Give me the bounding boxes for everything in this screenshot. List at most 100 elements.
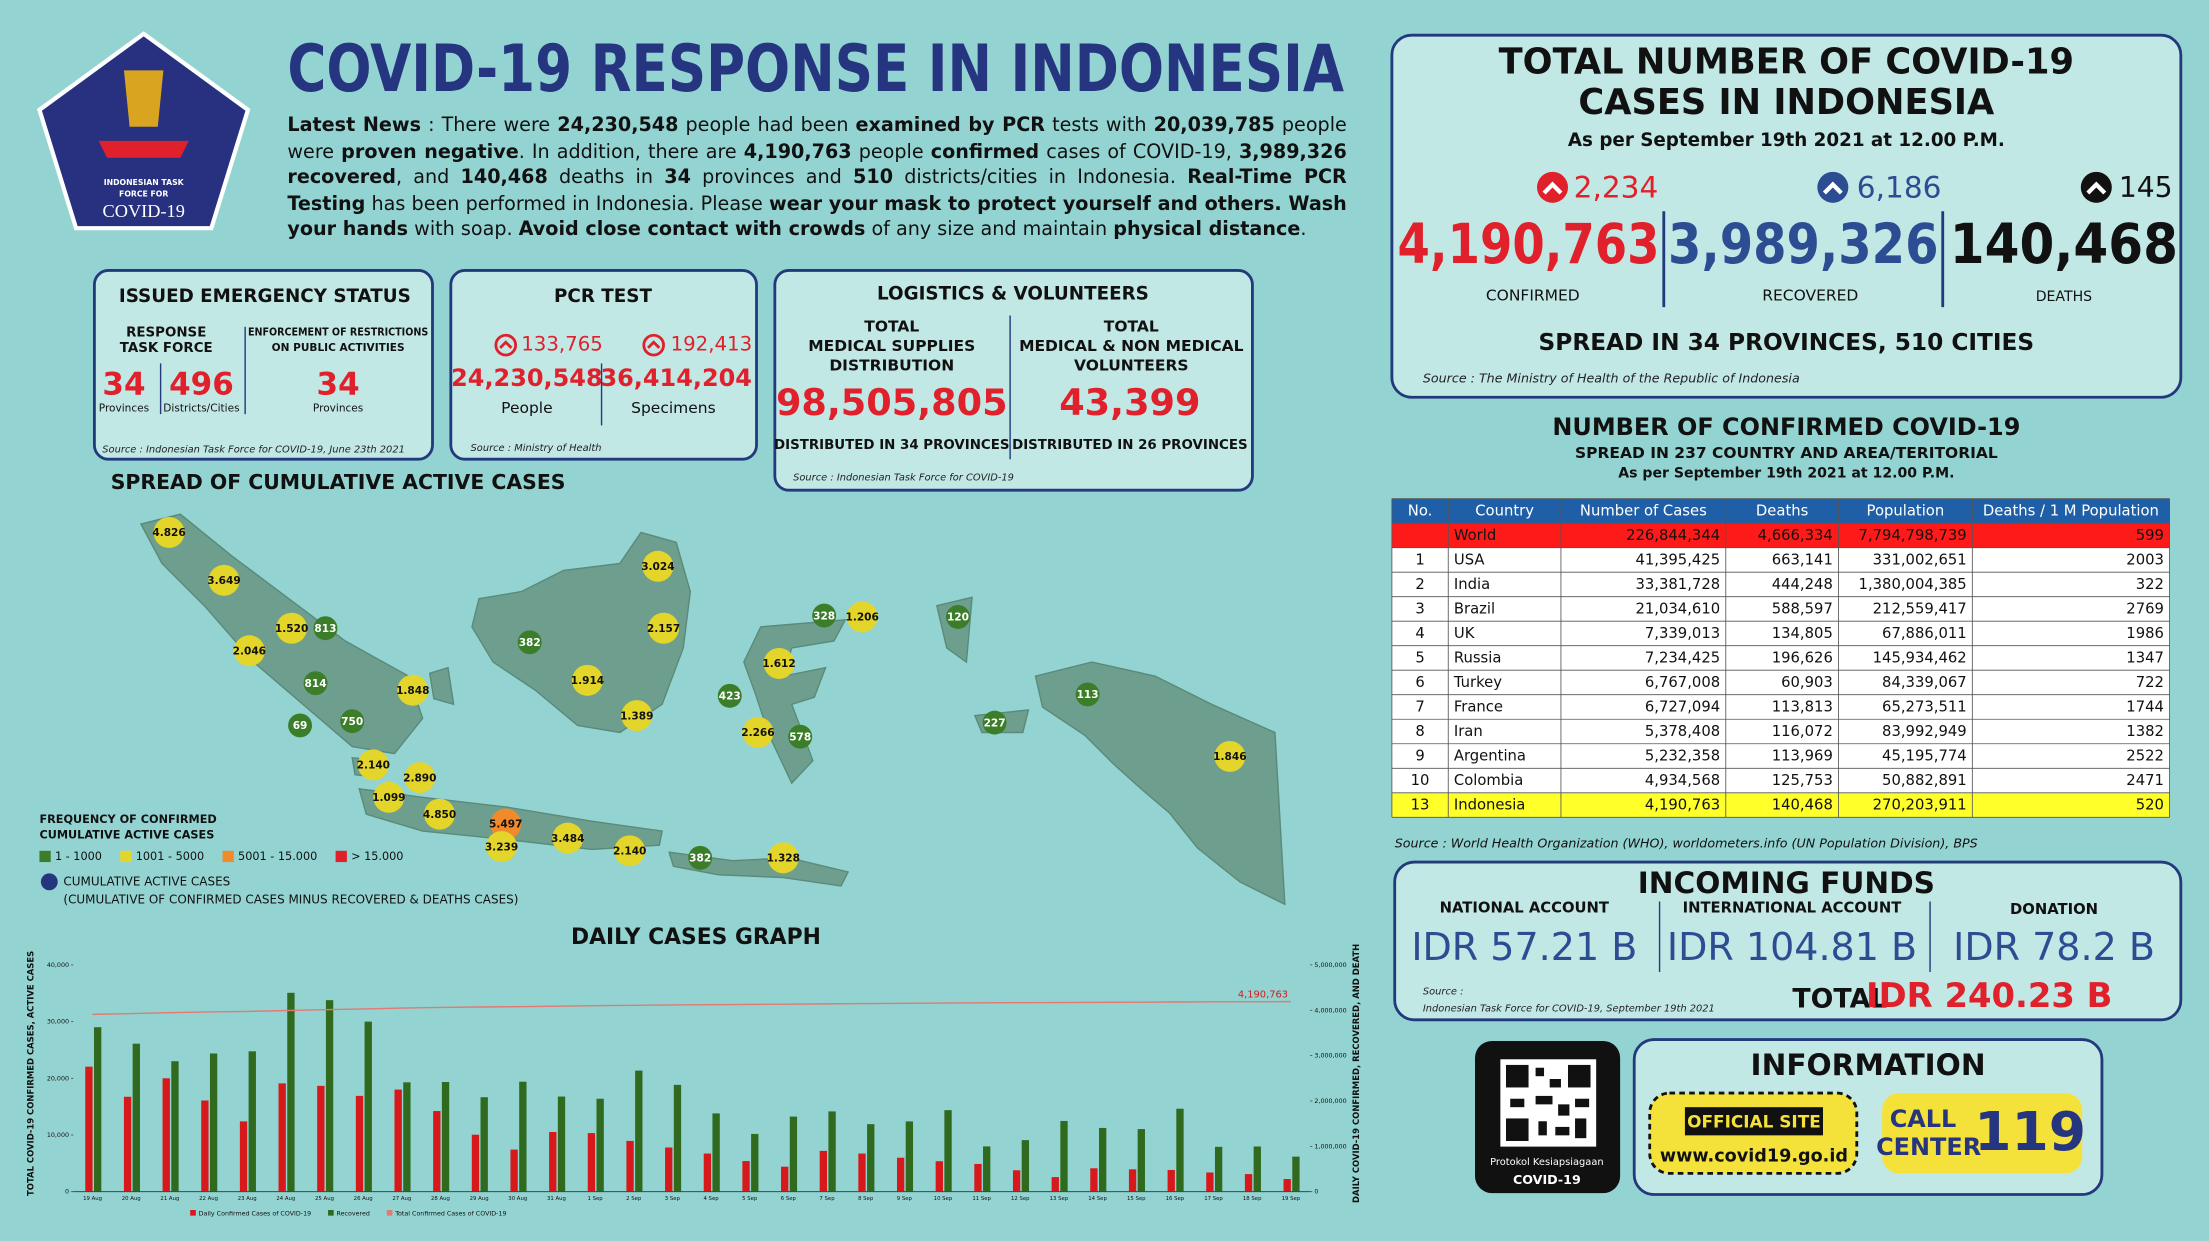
x-tick-label: 13 Sep [1050, 1196, 1069, 1202]
y2-tick-label: 4,000,000 [1314, 1007, 1346, 1014]
chart-title: DAILY CASES GRAPH [571, 925, 821, 950]
value: 24,230,548 [451, 364, 602, 392]
bar [1244, 1174, 1253, 1192]
table-cell: World [1454, 527, 1496, 544]
table-cell: 322 [2136, 576, 2164, 593]
table-cell: 5 [1415, 650, 1424, 667]
map-marker [946, 605, 970, 629]
line [92, 1000, 1291, 1016]
table-cell: 65,273,511 [1882, 699, 1967, 716]
news-segment: wear your mask to protect yourself and o… [287, 192, 1347, 241]
legend-swatch [386, 1210, 393, 1216]
news-segment: tests with [1045, 114, 1154, 137]
table-header-bg [1391, 498, 2170, 524]
bar [935, 1161, 943, 1192]
map-marker [763, 647, 795, 679]
y-tick-label: 20,000 [47, 1075, 69, 1082]
value: 34 [102, 366, 145, 402]
bar [471, 1134, 480, 1192]
map-marker-label: 2.266 [741, 727, 774, 739]
map-marker-label: 2.140 [357, 760, 390, 772]
value: 98,505,805 [776, 381, 1008, 424]
call-center[interactable] [1882, 1093, 2083, 1174]
panel [1390, 33, 2183, 399]
table-cell: 196,626 [1772, 650, 1833, 667]
y2-tick-label: 3,000,000 [1314, 1053, 1346, 1060]
label: DISTRIBUTION [829, 357, 954, 375]
table-cell: Iran [1454, 723, 1483, 740]
bar [364, 1021, 372, 1192]
bar [171, 1061, 179, 1192]
news-segment: 34 [664, 166, 691, 189]
logo-ribbon [98, 140, 189, 158]
site-url[interactable]: www.covid19.go.id [1660, 1146, 1848, 1166]
table-cell: 7,339,013 [1645, 625, 1720, 642]
map-legend: 1 - 1000 1001 - 5000 5001 - 15.000 > 15.000 [39, 850, 403, 863]
map-marker [688, 845, 713, 870]
map-marker [373, 781, 405, 813]
bar [394, 1089, 402, 1192]
bar [1214, 1146, 1223, 1192]
bar [626, 1140, 634, 1192]
x-tick-label: 2 Sep [626, 1196, 642, 1202]
call-number: 119 [1974, 1100, 2086, 1163]
map-marker-label: 1.328 [767, 853, 800, 865]
map-marker-label: 423 [719, 691, 741, 703]
table-cell: 45,195,774 [1882, 748, 1967, 765]
bar [317, 1085, 325, 1192]
y2-axis-label: DAILY COVID-19 CONFIRMED, RECOVERED, AND… [1351, 944, 1361, 1203]
table-cell: 599 [2136, 527, 2164, 544]
news-segment: 4,190,763 [743, 140, 852, 163]
x-tick-label: 19 Aug [83, 1196, 102, 1202]
value: IDR 104.81 B [1667, 925, 1917, 969]
source: Source : The Ministry of Health of the R… [1423, 370, 1800, 385]
x-tick-label: 16 Sep [1166, 1196, 1185, 1202]
y2-tick-label: 0 [1314, 1189, 1318, 1196]
map-marker-label: 1.389 [620, 710, 653, 722]
map-marker [153, 516, 185, 548]
increase: 133,765 [521, 333, 603, 356]
table-row-bg [1391, 768, 2170, 793]
news-segment: people [851, 140, 931, 163]
bar [278, 1083, 286, 1192]
map-marker [208, 564, 240, 596]
map-marker-label: 328 [813, 610, 835, 622]
table-cell: 145,934,462 [1873, 650, 1967, 667]
bar [781, 1166, 789, 1192]
table-cell: 588,597 [1772, 601, 1833, 618]
bar [132, 1043, 140, 1192]
bar [905, 1121, 914, 1192]
news-text: Latest News : There were 24,230,548 peop… [287, 113, 1346, 243]
news-segment: Latest News [287, 114, 421, 137]
up-icon [499, 340, 513, 349]
qr-caption: Protokol Kesiapsiagaan [1490, 1157, 1604, 1168]
table-cell: 113,813 [1772, 699, 1833, 716]
table-cell: 3 [1415, 601, 1424, 618]
table-row-bg [1391, 596, 2170, 622]
map-marker-label: 4.826 [152, 527, 185, 539]
table-header: Deaths [1756, 503, 1808, 520]
map-marker-label: 3.024 [641, 561, 674, 573]
map-marker [648, 612, 680, 644]
bar [1051, 1177, 1059, 1192]
total-label: TOTAL [1792, 984, 1887, 1015]
map-marker-label: 1.612 [762, 658, 795, 670]
table-cell: 21,034,610 [1636, 601, 1721, 618]
call-label: CENTER [1876, 1133, 1981, 1161]
map-marker [397, 674, 429, 706]
label: Districts/Cities [163, 403, 239, 415]
map-marker-label: 578 [789, 731, 811, 743]
map-marker-label: 2.890 [403, 772, 436, 784]
news-segment: 20,039,785 [1153, 114, 1275, 137]
table-cell: 6,727,094 [1645, 699, 1720, 716]
bar [1283, 1179, 1291, 1192]
table-header: Deaths / 1 M Population [1983, 503, 2159, 520]
bar [433, 1111, 441, 1192]
table-cell: 5,378,408 [1645, 723, 1720, 740]
label: RESPONSE [126, 325, 206, 340]
map-marker [742, 716, 774, 748]
table-cell: 9 [1415, 748, 1424, 765]
bar [867, 1124, 875, 1192]
news-segment: 140,468 [460, 166, 548, 189]
